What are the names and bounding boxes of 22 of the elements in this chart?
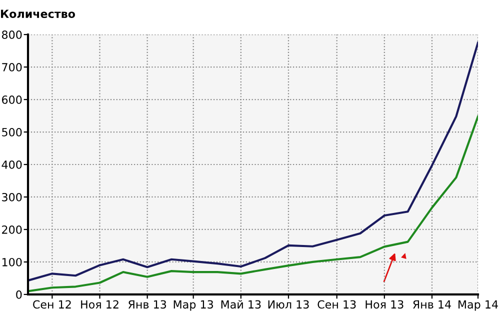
- y-tick-label: 600: [2, 95, 22, 104]
- x-tick-label: Янв 14: [413, 300, 451, 308]
- x-tick-label: Сен 12: [33, 300, 71, 309]
- x-tick-label: Сен 13: [318, 300, 356, 309]
- line-series: [28, 42, 478, 282]
- x-tick-label: Май 13: [221, 300, 261, 309]
- x-tick-label: Июл 13: [268, 300, 309, 309]
- x-tick-label: Ноя 13: [366, 300, 404, 309]
- x-tick-label: Ноя 12: [81, 300, 118, 309]
- x-tick-label: Янв 13: [128, 300, 166, 309]
- y-tick-label: 200: [2, 225, 22, 234]
- y-tick-label: 400: [2, 160, 22, 169]
- y-axis-title: Количество: [1, 10, 76, 18]
- y-tick-label: 100: [2, 258, 22, 266]
- line-series: [28, 115, 478, 292]
- y-tick-label: 800: [2, 30, 22, 39]
- x-tick-label: Мар 14: [458, 300, 498, 311]
- y-tick-label: 300: [2, 192, 22, 202]
- x-tick-label: Мар 13: [174, 300, 214, 311]
- y-tick-label: 700: [2, 63, 22, 72]
- y-tick-label: 0: [16, 290, 22, 299]
- y-tick-label: 500: [2, 128, 22, 136]
